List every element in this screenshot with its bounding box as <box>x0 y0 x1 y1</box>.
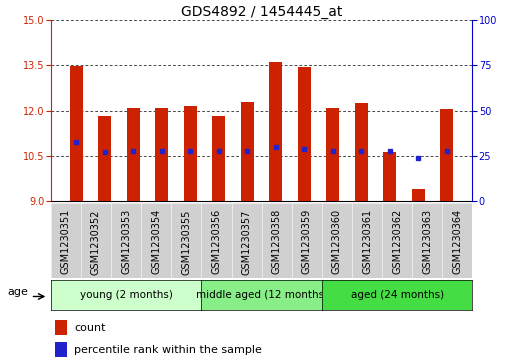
Bar <box>440 109 453 201</box>
Bar <box>70 66 83 201</box>
Text: GSM1230357: GSM1230357 <box>242 209 251 274</box>
Text: age: age <box>7 287 28 297</box>
Bar <box>127 108 140 201</box>
Bar <box>155 108 168 201</box>
Text: percentile rank within the sample: percentile rank within the sample <box>74 345 262 355</box>
Text: GSM1230364: GSM1230364 <box>453 209 462 274</box>
Text: GSM1230356: GSM1230356 <box>211 209 221 274</box>
Text: middle aged (12 months): middle aged (12 months) <box>196 290 328 300</box>
Text: GSM1230363: GSM1230363 <box>422 209 432 274</box>
Bar <box>384 152 396 201</box>
Text: GSM1230361: GSM1230361 <box>362 209 372 274</box>
Bar <box>355 103 368 201</box>
Bar <box>99 116 111 201</box>
Text: GSM1230353: GSM1230353 <box>121 209 131 274</box>
Text: GSM1230359: GSM1230359 <box>302 209 312 274</box>
Bar <box>55 342 67 357</box>
Bar <box>55 320 67 335</box>
Text: GSM1230355: GSM1230355 <box>181 209 192 274</box>
Text: GSM1230358: GSM1230358 <box>272 209 281 274</box>
Text: GSM1230352: GSM1230352 <box>91 209 101 274</box>
Text: GSM1230360: GSM1230360 <box>332 209 342 274</box>
Text: GSM1230362: GSM1230362 <box>392 209 402 274</box>
Text: young (2 months): young (2 months) <box>80 290 173 300</box>
Bar <box>298 67 311 201</box>
Text: GSM1230354: GSM1230354 <box>151 209 161 274</box>
Bar <box>327 108 339 201</box>
Bar <box>269 62 282 201</box>
Bar <box>212 116 225 201</box>
Text: count: count <box>74 323 106 333</box>
Bar <box>412 189 425 201</box>
Text: aged (24 months): aged (24 months) <box>351 290 443 300</box>
Text: GSM1230351: GSM1230351 <box>61 209 71 274</box>
Bar <box>184 106 197 201</box>
Title: GDS4892 / 1454445_at: GDS4892 / 1454445_at <box>181 5 342 19</box>
Bar <box>241 102 254 201</box>
